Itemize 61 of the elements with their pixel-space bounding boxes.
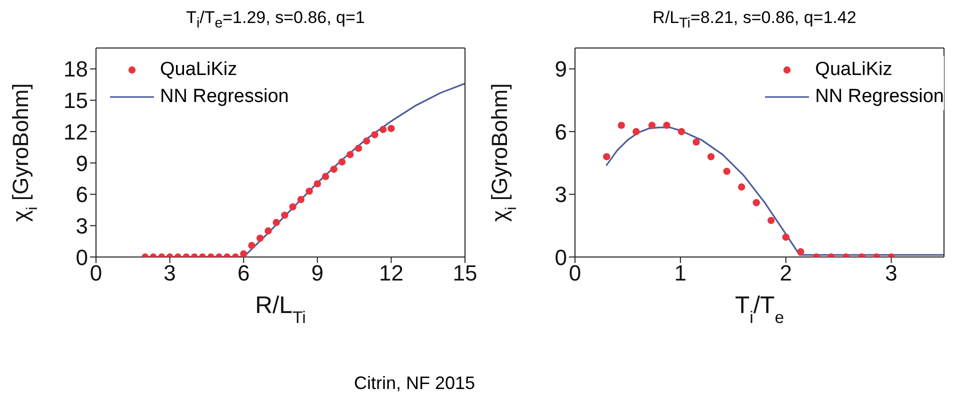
point [346, 150, 354, 158]
x-tick-label: 3 [164, 260, 176, 286]
chart-title: T$_{i}$/T$_{e}$=1.29, s=0.86, q=1 [185, 8, 366, 34]
y-tick-label: 15 [64, 88, 88, 114]
point [256, 234, 264, 242]
point [338, 158, 346, 166]
point [663, 122, 670, 129]
x-tick-label: 1 [674, 260, 687, 286]
y-tick-label: 6 [554, 119, 567, 144]
legend-label: NN Regression [815, 85, 944, 109]
y-tick-label: 3 [76, 213, 88, 238]
point [240, 250, 248, 257]
point [297, 196, 305, 204]
y-tick-label: 18 [64, 56, 88, 82]
y-tick-label: 12 [64, 119, 88, 144]
x-tick-label: 9 [311, 260, 324, 286]
point [264, 227, 272, 234]
point [648, 122, 656, 129]
x-tick-label: 2 [780, 260, 792, 286]
point [330, 166, 338, 173]
x-tick-label: 3 [885, 260, 898, 286]
point [322, 172, 330, 180]
point [289, 203, 296, 210]
point [314, 180, 321, 188]
point [371, 131, 378, 138]
point [363, 137, 370, 145]
y-tick-label: 0 [554, 244, 567, 270]
point [618, 122, 625, 129]
point [248, 242, 256, 250]
x-tick-label: 15 [452, 260, 478, 286]
point [752, 199, 760, 206]
text: Citrin, NF 2015 [352, 373, 476, 394]
legend-label: NN Regression [160, 85, 289, 109]
x-tick-label: 12 [378, 260, 404, 286]
point [707, 153, 715, 160]
y-tick-label: 9 [76, 150, 88, 176]
point [723, 168, 730, 175]
point [738, 183, 746, 191]
point [354, 144, 362, 152]
legend-label: QuaLiKiz [160, 58, 238, 82]
y-tick-label: 3 [554, 182, 567, 208]
point [782, 234, 790, 241]
point [281, 212, 288, 219]
point [306, 188, 313, 195]
point [388, 124, 395, 132]
x-axis-title: T$_{i}$/T$_{e}$ [734, 292, 784, 326]
point [632, 128, 640, 136]
x-tick-label: 6 [237, 260, 250, 286]
y-tick-label: 6 [76, 182, 88, 208]
y-tick-label: 0 [76, 244, 88, 270]
point [272, 218, 280, 226]
point [379, 126, 387, 134]
point [603, 153, 610, 160]
point [692, 138, 700, 146]
legend-label: QuaLiKiz [815, 58, 892, 82]
chart-title: R/L$_{Ti}$=8.21, s=0.86, q=1.42 [652, 8, 858, 34]
x-axis-title: R/L$_{Ti}$ [255, 292, 306, 326]
point [797, 248, 804, 256]
y-tick-label: 9 [554, 56, 567, 82]
point [678, 128, 686, 136]
point [767, 216, 775, 224]
